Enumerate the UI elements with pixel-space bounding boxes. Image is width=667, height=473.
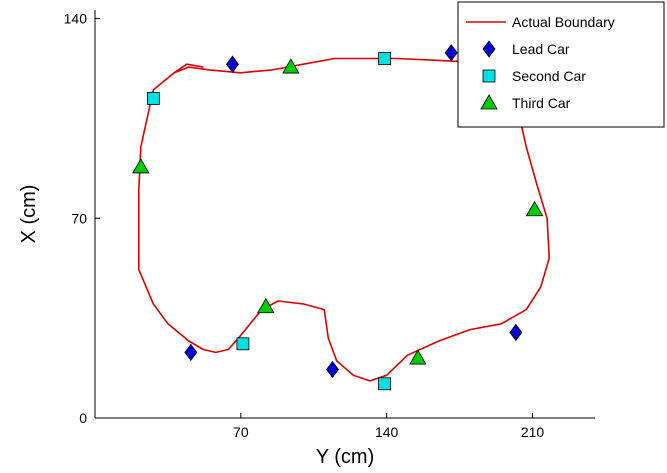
legend-label-lead-car: Lead Car	[512, 41, 570, 57]
lead-car-point	[326, 360, 339, 379]
x-tick-label: 70	[233, 424, 249, 440]
third-car-point	[282, 58, 300, 74]
second-car-point	[146, 92, 160, 105]
lead-car-point	[184, 343, 198, 362]
third-car-point	[525, 200, 544, 217]
third-car-point	[132, 158, 150, 174]
lead-car-point	[444, 44, 458, 62]
third-car-point	[409, 349, 427, 365]
y-axis-label: X (cm)	[18, 185, 40, 244]
legend-label-boundary: Actual Boundary	[512, 14, 615, 30]
legend-label-second-car: Second Car	[512, 68, 586, 84]
legend-label-third-car: Third Car	[512, 95, 571, 111]
lead-car-point	[509, 323, 523, 342]
legend-swatch-lead-car	[482, 40, 496, 58]
lead-car-point	[226, 55, 239, 73]
second-car-point	[378, 52, 391, 65]
legend: Actual Boundary Lead Car Second Car Third C…	[457, 1, 665, 128]
y-tick-label: 70	[71, 210, 87, 226]
y-tick-label: 140	[64, 11, 88, 27]
x-tick-label: 140	[375, 424, 399, 440]
second-car-point	[378, 377, 391, 391]
second-car-point	[236, 337, 250, 351]
third-car-point	[257, 297, 275, 314]
legend-swatch-third-car	[480, 94, 498, 110]
markers	[132, 44, 544, 391]
x-axis-label: Y (cm)	[316, 446, 375, 468]
x-tick-label: 210	[521, 424, 545, 440]
legend-swatch-second-car	[482, 69, 496, 83]
y-tick-label: 0	[79, 410, 87, 426]
